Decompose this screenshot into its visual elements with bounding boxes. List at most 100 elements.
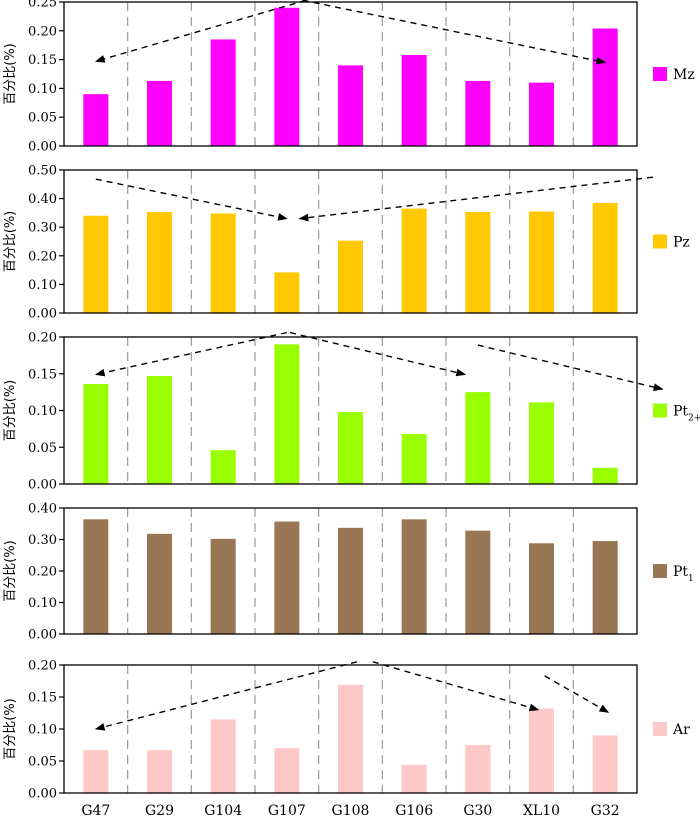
bar-g107 bbox=[274, 272, 300, 313]
bar-g108 bbox=[338, 527, 363, 634]
y-axis-title: 百分比(%) bbox=[3, 698, 18, 760]
bar-g29 bbox=[147, 533, 172, 634]
y-axis-title: 百分比(%) bbox=[3, 380, 18, 442]
bar-xl10 bbox=[529, 708, 554, 793]
y-tick-label: 0.40 bbox=[28, 192, 57, 207]
trend-arrow bbox=[94, 661, 358, 731]
bar-g30 bbox=[465, 745, 491, 793]
bar-xl10 bbox=[529, 82, 554, 146]
panel-3: 0.00 0.05 0.10 0.15 0.20 百分比(%) Pt2+3 bbox=[3, 331, 700, 493]
y-tick-label: 0.20 bbox=[28, 24, 57, 39]
bar-g30 bbox=[465, 530, 491, 634]
panel-frame bbox=[63, 169, 638, 314]
y-tick-label: 0.20 bbox=[28, 331, 57, 346]
trend-arrow bbox=[302, 0, 607, 65]
y-axis-title: 百分比(%) bbox=[3, 43, 18, 105]
trend-arrow bbox=[372, 661, 540, 712]
y-tick-label: 0.00 bbox=[28, 140, 57, 155]
x-tick-label-g47: G47 bbox=[81, 803, 110, 819]
x-tick-label-g32: G32 bbox=[591, 803, 620, 819]
panel-frame bbox=[63, 1, 638, 147]
bar-g47 bbox=[83, 384, 109, 484]
bar-g106 bbox=[401, 208, 427, 313]
y-axis-title: 百分比(%) bbox=[3, 540, 18, 602]
bar-g32 bbox=[592, 202, 618, 313]
bar-g106 bbox=[401, 54, 427, 146]
y-tick-label: 0.10 bbox=[28, 723, 57, 738]
bar-g104 bbox=[210, 538, 236, 634]
panel-2: 0.00 0.10 0.20 0.30 0.40 0.50 百分比(%) Pz bbox=[3, 164, 690, 322]
legend-swatch bbox=[653, 403, 667, 418]
bar-g47 bbox=[83, 750, 109, 793]
y-axis-title: 百分比(%) bbox=[3, 211, 18, 273]
x-tick-label-g106: G106 bbox=[395, 803, 433, 819]
panel-4: 0.00 0.10 0.20 0.30 0.40 百分比(%) Pt1 bbox=[3, 502, 694, 643]
y-tick-label: 0.50 bbox=[28, 164, 57, 179]
y-tick-label: 0.15 bbox=[28, 367, 57, 382]
bar-g29 bbox=[147, 80, 172, 146]
bar-g108 bbox=[338, 65, 363, 146]
x-tick-label-g107: G107 bbox=[268, 803, 306, 819]
x-tick-label-xl10: XL10 bbox=[523, 803, 560, 819]
bar-g47 bbox=[83, 94, 109, 146]
trend-arrow bbox=[298, 176, 653, 222]
bar-xl10 bbox=[529, 402, 554, 484]
y-tick-label: 0.30 bbox=[28, 533, 57, 548]
bar-xl10 bbox=[529, 211, 554, 313]
bar-g104 bbox=[210, 39, 236, 146]
bar-g108 bbox=[338, 240, 363, 313]
bar-g32 bbox=[592, 467, 618, 484]
bar-g29 bbox=[147, 750, 172, 793]
bar-g106 bbox=[401, 519, 427, 634]
bar-g106 bbox=[401, 434, 427, 484]
bar-g32 bbox=[592, 28, 618, 146]
bar-g107 bbox=[274, 521, 300, 634]
bar-g104 bbox=[210, 450, 236, 484]
bar-g32 bbox=[592, 735, 618, 793]
bar-g30 bbox=[465, 392, 491, 484]
y-tick-label: 0.20 bbox=[28, 565, 57, 580]
x-tick-label-g108: G108 bbox=[332, 803, 370, 819]
legend-label: Pt1 bbox=[673, 564, 694, 584]
bar-g32 bbox=[592, 541, 618, 634]
bar-g107 bbox=[274, 7, 300, 147]
y-tick-label: 0.05 bbox=[28, 755, 57, 770]
legend-label: Pz bbox=[673, 235, 690, 251]
y-tick-label: 0.10 bbox=[28, 596, 57, 611]
bar-g106 bbox=[401, 764, 427, 793]
y-tick-label: 0.05 bbox=[28, 441, 57, 456]
bar-g29 bbox=[147, 375, 172, 484]
legend-swatch bbox=[653, 564, 667, 578]
y-tick-label: 0.00 bbox=[28, 307, 57, 322]
bar-g30 bbox=[465, 80, 491, 146]
bar-g47 bbox=[83, 215, 109, 313]
y-tick-label: 0.00 bbox=[28, 628, 57, 643]
y-tick-label: 0.00 bbox=[28, 478, 57, 493]
x-tick-label-g29: G29 bbox=[145, 803, 174, 819]
legend-label: Pt2+3 bbox=[673, 404, 700, 424]
y-tick-label: 0.20 bbox=[28, 249, 57, 264]
bar-g108 bbox=[338, 684, 363, 793]
bar-g107 bbox=[274, 344, 300, 484]
legend-label: Ar bbox=[672, 722, 690, 738]
x-tick-label-g30: G30 bbox=[463, 803, 492, 819]
bar-g30 bbox=[465, 212, 491, 313]
y-tick-label: 0.40 bbox=[28, 502, 57, 517]
legend-label: Mz bbox=[673, 67, 695, 83]
y-tick-label: 0.30 bbox=[28, 221, 57, 236]
bar-g107 bbox=[274, 748, 300, 793]
legend-label-subscript: 2+3 bbox=[688, 414, 700, 424]
y-tick-label: 0.10 bbox=[28, 404, 57, 419]
x-tick-label-g104: G104 bbox=[204, 803, 242, 819]
legend-label-subscript: 1 bbox=[688, 574, 694, 584]
legend-swatch bbox=[653, 234, 667, 249]
bar-xl10 bbox=[529, 543, 554, 634]
trend-arrow bbox=[544, 675, 610, 713]
bar-g104 bbox=[210, 719, 236, 793]
legend-swatch bbox=[653, 67, 667, 81]
y-tick-label: 0.15 bbox=[28, 53, 57, 68]
y-tick-label: 0.25 bbox=[28, 0, 57, 11]
y-tick-label: 0.10 bbox=[28, 278, 57, 293]
